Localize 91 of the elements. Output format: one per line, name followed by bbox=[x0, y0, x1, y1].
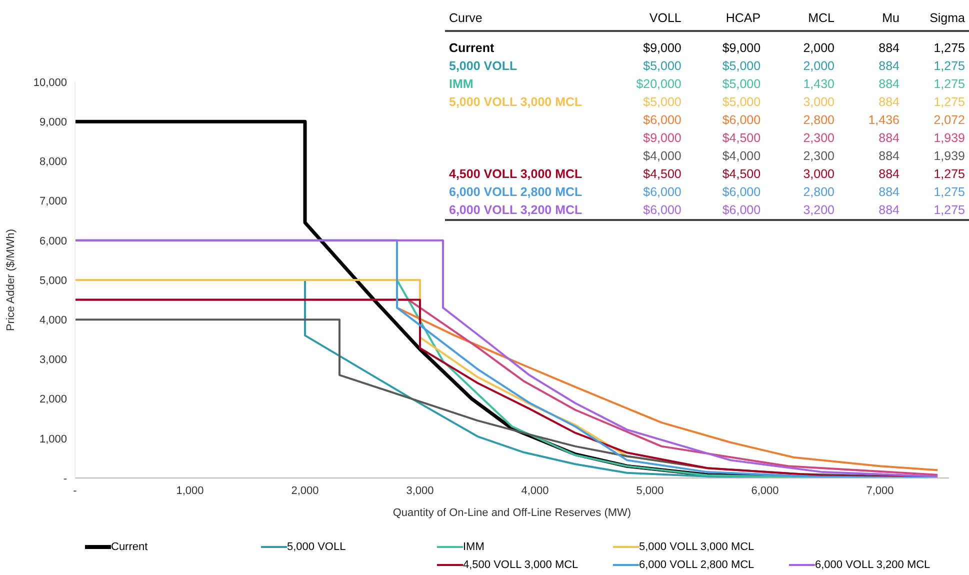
annotation: $4,500 bbox=[721, 166, 762, 183]
annotation: 884 bbox=[878, 76, 900, 93]
annotation: 1,275 bbox=[932, 166, 966, 183]
text: 884 bbox=[878, 58, 900, 75]
annotation: 3,000 bbox=[802, 166, 836, 183]
text: $9,000 bbox=[721, 40, 762, 57]
annotation: 1,939 bbox=[932, 130, 966, 147]
annotation: $6,000 bbox=[721, 184, 762, 201]
annotation: 2,300 bbox=[802, 130, 836, 147]
text: Curve bbox=[448, 10, 484, 27]
text: 5,000 VOLL bbox=[448, 58, 518, 75]
annotation: 884 bbox=[878, 184, 900, 201]
text: $5,000 bbox=[642, 58, 682, 75]
x-tick-label: 1,000 bbox=[176, 484, 204, 497]
annotation: 3,000 bbox=[802, 94, 836, 111]
text: MCL bbox=[807, 10, 836, 27]
legend-label: Current bbox=[111, 541, 148, 553]
annotation: $6,000 bbox=[642, 112, 682, 129]
annotation: 2,800 bbox=[802, 112, 836, 129]
annotation: 1,939 bbox=[932, 148, 966, 165]
text: 1,275 bbox=[932, 58, 966, 75]
legend-label: 6,000 VOLL 3,200 MCL bbox=[815, 559, 930, 571]
y-tick-label: 7,000 bbox=[39, 196, 67, 208]
annotation: $6,000 bbox=[642, 184, 682, 201]
text: 2,000 bbox=[802, 58, 836, 75]
text: 884 bbox=[878, 40, 900, 57]
y-tick-label: 9,000 bbox=[39, 116, 67, 129]
y-tick-label: 5,000 bbox=[39, 274, 67, 287]
legend-label: 5,000 VOLL 3,000 MCL bbox=[639, 541, 754, 553]
annotation: 4,500 VOLL 3,000 MCL bbox=[448, 166, 584, 183]
text: 2,000 bbox=[802, 40, 836, 57]
annotation: 884 bbox=[878, 130, 900, 147]
annotation: $5,000 bbox=[642, 94, 682, 111]
annotation: 1,275 bbox=[932, 94, 966, 111]
legend-label: 5,000 VOLL bbox=[287, 541, 346, 553]
x-tick-label: 6,000 bbox=[751, 484, 779, 497]
text: 1,275 bbox=[932, 40, 966, 57]
y-tick-label: 10,000 bbox=[33, 76, 67, 89]
x-tick-label: 4,000 bbox=[521, 484, 549, 497]
annotation: $4,000 bbox=[642, 148, 682, 165]
x-tick-label: 7,000 bbox=[866, 484, 894, 497]
annotation: 6,000 VOLL 2,800 MCL bbox=[448, 184, 584, 201]
annotation: 884 bbox=[878, 166, 900, 183]
annotation: 884 bbox=[878, 94, 900, 111]
annotation: 2,072 bbox=[932, 112, 966, 129]
annotation: $5,000 bbox=[721, 76, 762, 93]
text: $5,000 bbox=[721, 58, 762, 75]
x-tick-label: 3,000 bbox=[406, 484, 434, 497]
text: HCAP bbox=[724, 10, 762, 27]
annotation: 3,200 bbox=[802, 202, 836, 219]
annotation: 6,000 VOLL 3,200 MCL bbox=[448, 202, 584, 219]
annotation: $5,000 bbox=[721, 94, 762, 111]
annotation: $20,000 bbox=[635, 76, 682, 93]
x-tick-label: 5,000 bbox=[636, 484, 664, 497]
annotation: $9,000 bbox=[642, 130, 682, 147]
annotation: 2,800 bbox=[802, 184, 836, 201]
annotation: $4,500 bbox=[642, 166, 682, 183]
text: VOLL bbox=[648, 10, 682, 27]
legend-label: IMM bbox=[463, 541, 484, 553]
legend-label: 4,500 VOLL 3,000 MCL bbox=[463, 559, 578, 571]
y-tick-label: 1,000 bbox=[39, 433, 67, 446]
y-axis-title: Price Adder ($/MWh) bbox=[4, 228, 17, 332]
annotation: 5,000 VOLL 3,000 MCL bbox=[448, 94, 584, 111]
annotation: 884 bbox=[878, 148, 900, 165]
x-axis-title: Quantity of On-Line and Off-Line Reserves (MW) bbox=[392, 507, 632, 519]
annotation: $6,000 bbox=[721, 112, 762, 129]
legend-label: 6,000 VOLL 2,800 MCL bbox=[639, 559, 754, 571]
x-tick-label: 2,000 bbox=[291, 484, 319, 497]
annotation: $4,000 bbox=[721, 148, 762, 165]
annotation: IMM bbox=[448, 76, 474, 93]
annotation: 1,275 bbox=[932, 202, 966, 219]
annotation: 1,436 bbox=[867, 112, 900, 129]
annotation: $4,500 bbox=[721, 130, 762, 147]
annotation: $6,000 bbox=[721, 202, 762, 219]
text: Sigma bbox=[928, 10, 966, 27]
y-tick-label: - bbox=[63, 472, 68, 485]
y-tick-label: 3,000 bbox=[39, 354, 67, 366]
annotation: $6,000 bbox=[642, 202, 682, 219]
annotation: 2,300 bbox=[802, 148, 836, 165]
text: Mu bbox=[881, 10, 900, 27]
y-tick-label: 4,000 bbox=[39, 314, 67, 327]
y-tick-label: 6,000 bbox=[39, 235, 67, 248]
text: $9,000 bbox=[642, 40, 682, 57]
y-tick-label: 2,000 bbox=[39, 394, 67, 406]
annotation: 884 bbox=[878, 202, 900, 219]
text: Current bbox=[448, 40, 496, 57]
y-tick-label: 8,000 bbox=[39, 156, 67, 168]
annotation: 1,275 bbox=[932, 184, 966, 201]
x-tick-label: - bbox=[73, 484, 78, 497]
annotation: 1,275 bbox=[932, 76, 966, 93]
annotation: 1,430 bbox=[802, 76, 836, 93]
